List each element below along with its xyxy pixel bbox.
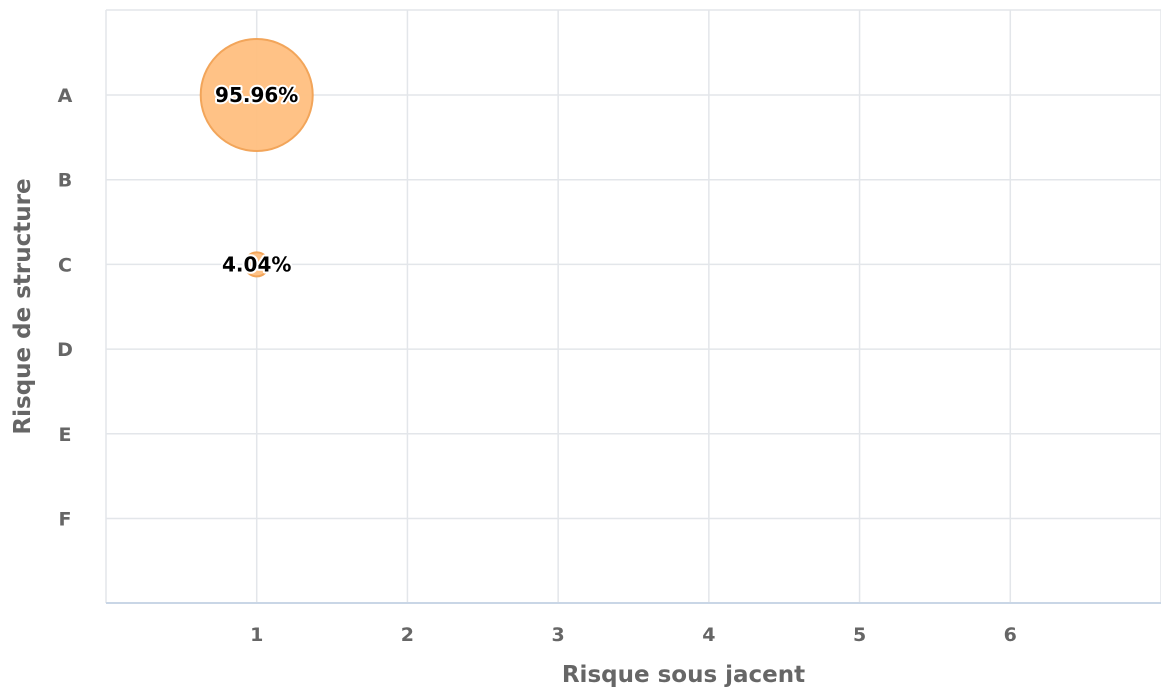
y-axis-ticks: A B C D E F [57,85,73,531]
bubble-data-label: 4.04% [222,252,291,276]
x-axis-ticks: 1 2 3 4 5 6 [250,624,1017,646]
y-tick-label: A [58,85,73,107]
bubble-series [199,38,314,278]
x-tick-label: 2 [401,624,414,646]
x-axis-title: Risque sous jacent [562,662,805,688]
x-tick-label: 1 [250,624,263,646]
horizontal-grid [106,9,1161,520]
y-tick-label: F [59,509,72,531]
data-labels: 95.96% 4.04% [213,81,300,278]
bubble-data-label: 95.96% [215,83,298,107]
x-tick-label: 5 [853,624,866,646]
y-axis-title: Risque de structure [10,178,36,434]
y-tick-label: E [59,424,72,446]
x-tick-label: 4 [702,624,715,646]
y-tick-label: C [58,254,72,276]
y-tick-label: D [57,339,73,361]
y-tick-label: B [58,170,72,192]
bubble-point[interactable] [243,251,270,278]
x-tick-label: 6 [1004,624,1017,646]
x-tick-label: 3 [552,624,565,646]
bubble-point[interactable] [199,38,314,152]
